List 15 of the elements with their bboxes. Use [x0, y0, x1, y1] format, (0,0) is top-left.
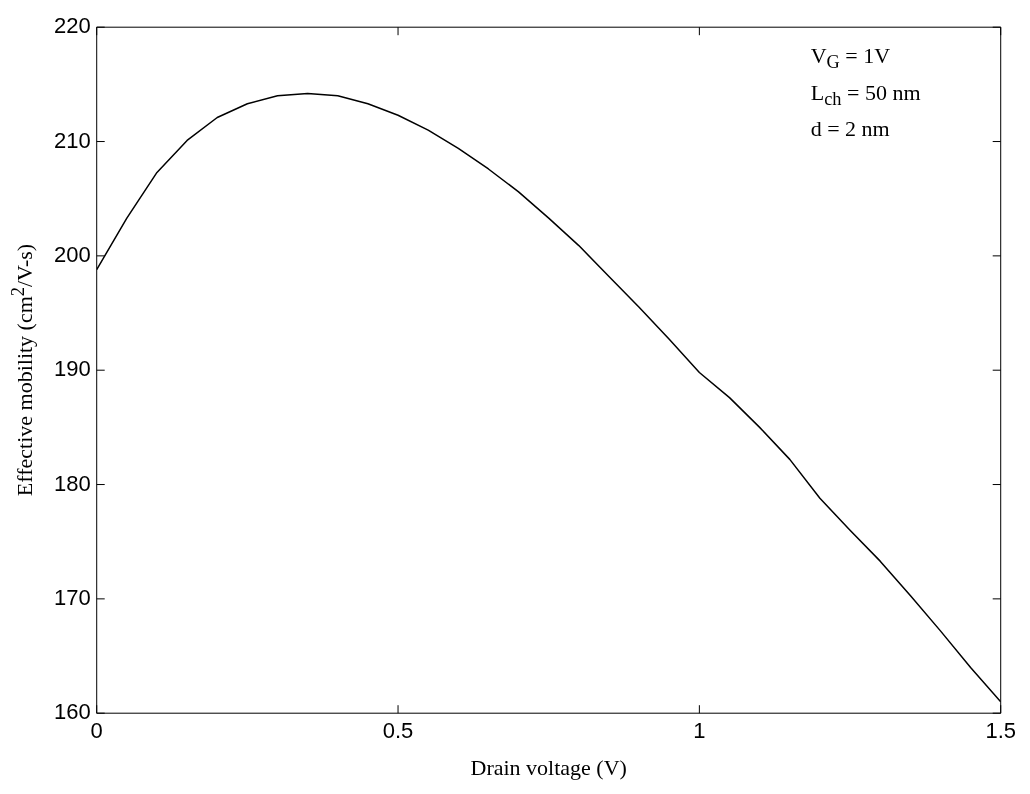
y-tick-label: 180: [53, 470, 91, 496]
y-tick-label: 190: [53, 356, 91, 382]
annotation: L$_{ch}$ = 50 nm: [810, 78, 921, 111]
x-tick-label: 1.5: [985, 718, 1017, 744]
annotation: d = 2 nm: [810, 114, 891, 143]
y-tick-label: 220: [53, 13, 91, 39]
x-tick-label: 0: [90, 718, 103, 744]
y-tick-label: 160: [53, 699, 91, 725]
y-tick-label: 170: [53, 584, 91, 610]
x-axis-title: Drain voltage (V): [470, 754, 627, 780]
y-tick-label: 200: [53, 241, 91, 267]
x-tick-label: 0.5: [382, 718, 414, 744]
x-tick-label: 1: [693, 718, 706, 744]
annotation: V$_{G}$ = 1V: [810, 42, 892, 75]
y-tick-label: 210: [53, 127, 91, 153]
